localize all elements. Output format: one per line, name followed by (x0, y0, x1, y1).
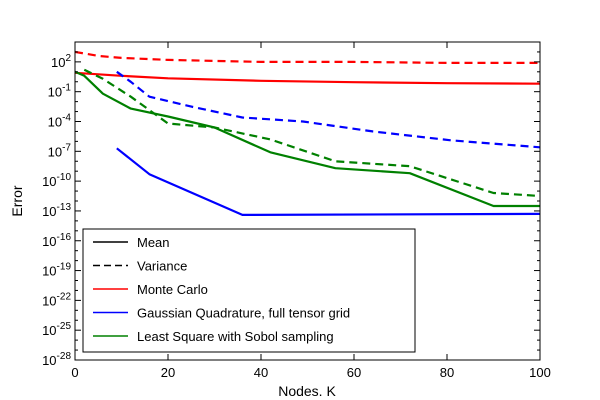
legend-label-1: Variance (137, 259, 187, 274)
y-tick-label-10: 10-28 (42, 351, 71, 368)
y-tick-label-6: 10-16 (42, 232, 71, 249)
y-tick-label-5: 10-13 (42, 202, 71, 219)
y-axis-label: Error (9, 185, 25, 216)
series-line-3 (116, 70, 541, 149)
series-layer (74, 50, 541, 216)
y-tick-label-9: 10-25 (42, 321, 71, 338)
y-tick-label-1: 10-1 (48, 83, 72, 100)
x-tick-label-4: 80 (440, 365, 454, 380)
legend-label-2: Monte Carlo (137, 282, 208, 297)
x-tick-label-5: 100 (529, 365, 551, 380)
y-tick-label-7: 10-19 (42, 262, 71, 279)
x-tick-label-1: 20 (161, 365, 175, 380)
series-line-1 (74, 50, 540, 65)
legend: Mean Variance Monte Carlo Gaussian Quadratu… (82, 228, 416, 353)
y-tick-label-2: 10-4 (48, 113, 72, 130)
legend-label-3: Gaussian Quadrature, full tensor grid (137, 306, 350, 321)
x-tick-label-3: 60 (347, 365, 361, 380)
legend-box (82, 228, 416, 353)
x-tick-label-0: 0 (71, 365, 78, 380)
y-tick-label-0: 102 (51, 53, 71, 70)
legend-label-0: Mean (137, 235, 170, 250)
series-line-2 (116, 147, 541, 216)
ticks-layer: 0 20 40 60 80 100 102 10-1 10-4 10-7 10-10 10-13 10-… (42, 41, 551, 380)
legend-label-4: Least Square with Sobol sampling (137, 329, 334, 344)
y-tick-label-3: 10-7 (48, 142, 72, 159)
series-line-5 (83, 68, 541, 198)
x-axis-label: Nodes. K (278, 383, 336, 399)
y-tick-label-8: 10-22 (42, 291, 71, 308)
x-tick-label-2: 40 (254, 365, 268, 380)
y-tick-label-4: 10-10 (42, 172, 71, 189)
